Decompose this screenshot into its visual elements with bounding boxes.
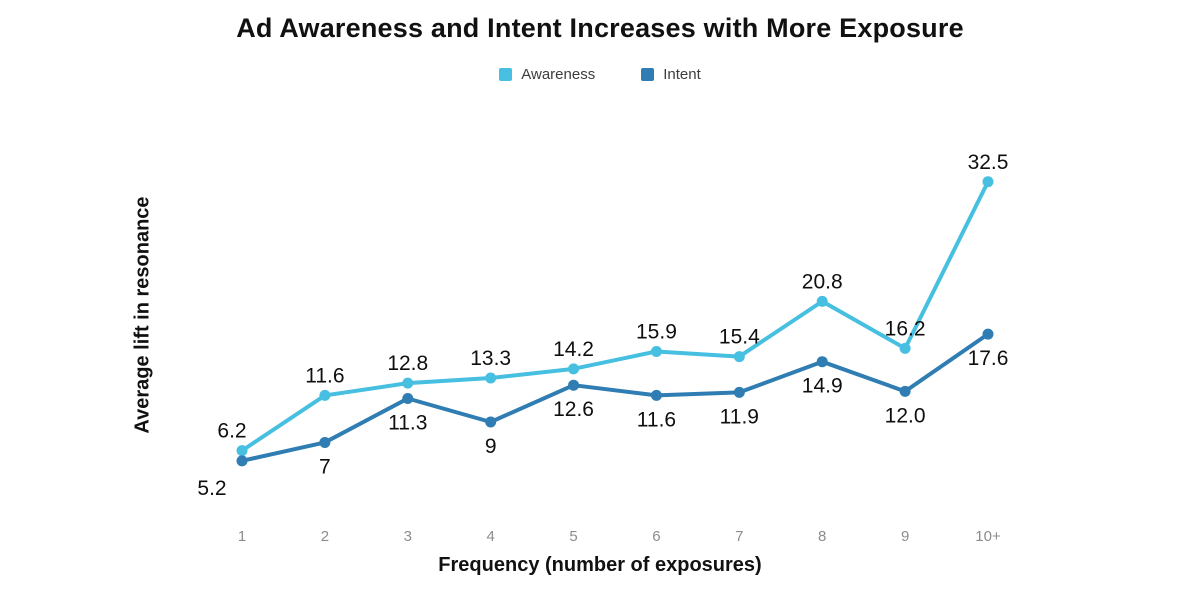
legend-label-awareness: Awareness <box>521 66 596 83</box>
data-label-awareness-7: 15.4 <box>719 326 760 349</box>
data-label-awareness-3: 12.8 <box>387 352 428 375</box>
x-tick-label-10+: 10+ <box>975 528 1001 545</box>
series-line-awareness <box>240 179 990 453</box>
data-label-awareness-6: 15.9 <box>636 320 677 343</box>
data-label-intent-9: 12.0 <box>885 404 926 427</box>
data-label-intent-3: 11.3 <box>388 411 427 434</box>
legend-item-intent: Intent <box>641 66 701 83</box>
x-tick-label-1: 1 <box>238 528 246 545</box>
data-label-awareness-4: 13.3 <box>470 347 511 370</box>
data-point-awareness-2 <box>319 389 331 401</box>
legend-item-awareness: Awareness <box>499 66 595 83</box>
data-label-awareness-2: 11.6 <box>305 364 344 387</box>
data-label-intent-7: 11.9 <box>720 405 759 428</box>
x-tick-label-9: 9 <box>901 528 909 545</box>
data-point-intent-10+ <box>982 328 994 340</box>
data-point-intent-8 <box>816 356 828 368</box>
series-line-intent <box>240 332 990 463</box>
data-label-awareness-1: 6.2 <box>217 420 246 443</box>
data-label-awareness-5: 14.2 <box>553 338 594 361</box>
data-label-awareness-10+: 32.5 <box>968 151 1009 174</box>
x-tick-label-2: 2 <box>321 528 329 545</box>
data-point-awareness-4 <box>485 372 497 384</box>
data-point-intent-3 <box>402 392 414 404</box>
data-label-intent-4: 9 <box>485 435 497 458</box>
data-label-intent-2: 7 <box>319 455 331 478</box>
data-point-intent-5 <box>568 379 580 391</box>
data-point-awareness-7 <box>733 351 745 363</box>
legend: Awareness Intent <box>0 66 1200 83</box>
data-point-intent-1 <box>236 455 248 467</box>
data-label-intent-10+: 17.6 <box>968 347 1009 370</box>
data-point-awareness-6 <box>650 345 662 357</box>
x-tick-label-4: 4 <box>486 528 494 545</box>
x-tick-label-8: 8 <box>818 528 826 545</box>
legend-swatch-intent-icon <box>641 68 655 81</box>
x-tick-label-3: 3 <box>404 528 412 545</box>
legend-label-intent: Intent <box>663 66 701 83</box>
data-point-awareness-5 <box>568 363 580 375</box>
data-point-awareness-8 <box>816 295 828 307</box>
data-label-intent-6: 11.6 <box>637 408 676 431</box>
data-point-awareness-9 <box>899 342 911 354</box>
chart-title: Ad Awareness and Intent Increases with M… <box>236 13 964 43</box>
x-tick-label-5: 5 <box>569 528 577 545</box>
data-point-awareness-1 <box>236 445 248 457</box>
data-point-awareness-3 <box>402 377 414 389</box>
data-label-awareness-9: 16.2 <box>885 317 926 340</box>
legend-swatch-awareness-icon <box>499 68 513 81</box>
x-axis-title: Frequency (number of exposures) <box>438 554 762 576</box>
data-label-intent-8: 14.9 <box>802 375 843 398</box>
x-tick-label-7: 7 <box>735 528 743 545</box>
x-tick-label-6: 6 <box>652 528 660 545</box>
data-label-intent-5: 12.6 <box>553 398 594 421</box>
data-label-intent-1: 5.2 <box>197 477 226 500</box>
data-point-intent-7 <box>733 386 745 398</box>
data-label-awareness-8: 20.8 <box>802 270 843 293</box>
data-point-intent-4 <box>485 416 497 428</box>
data-point-awareness-10+ <box>982 176 994 188</box>
data-point-intent-9 <box>899 385 911 397</box>
data-point-intent-6 <box>650 389 662 401</box>
data-point-intent-2 <box>319 436 331 448</box>
